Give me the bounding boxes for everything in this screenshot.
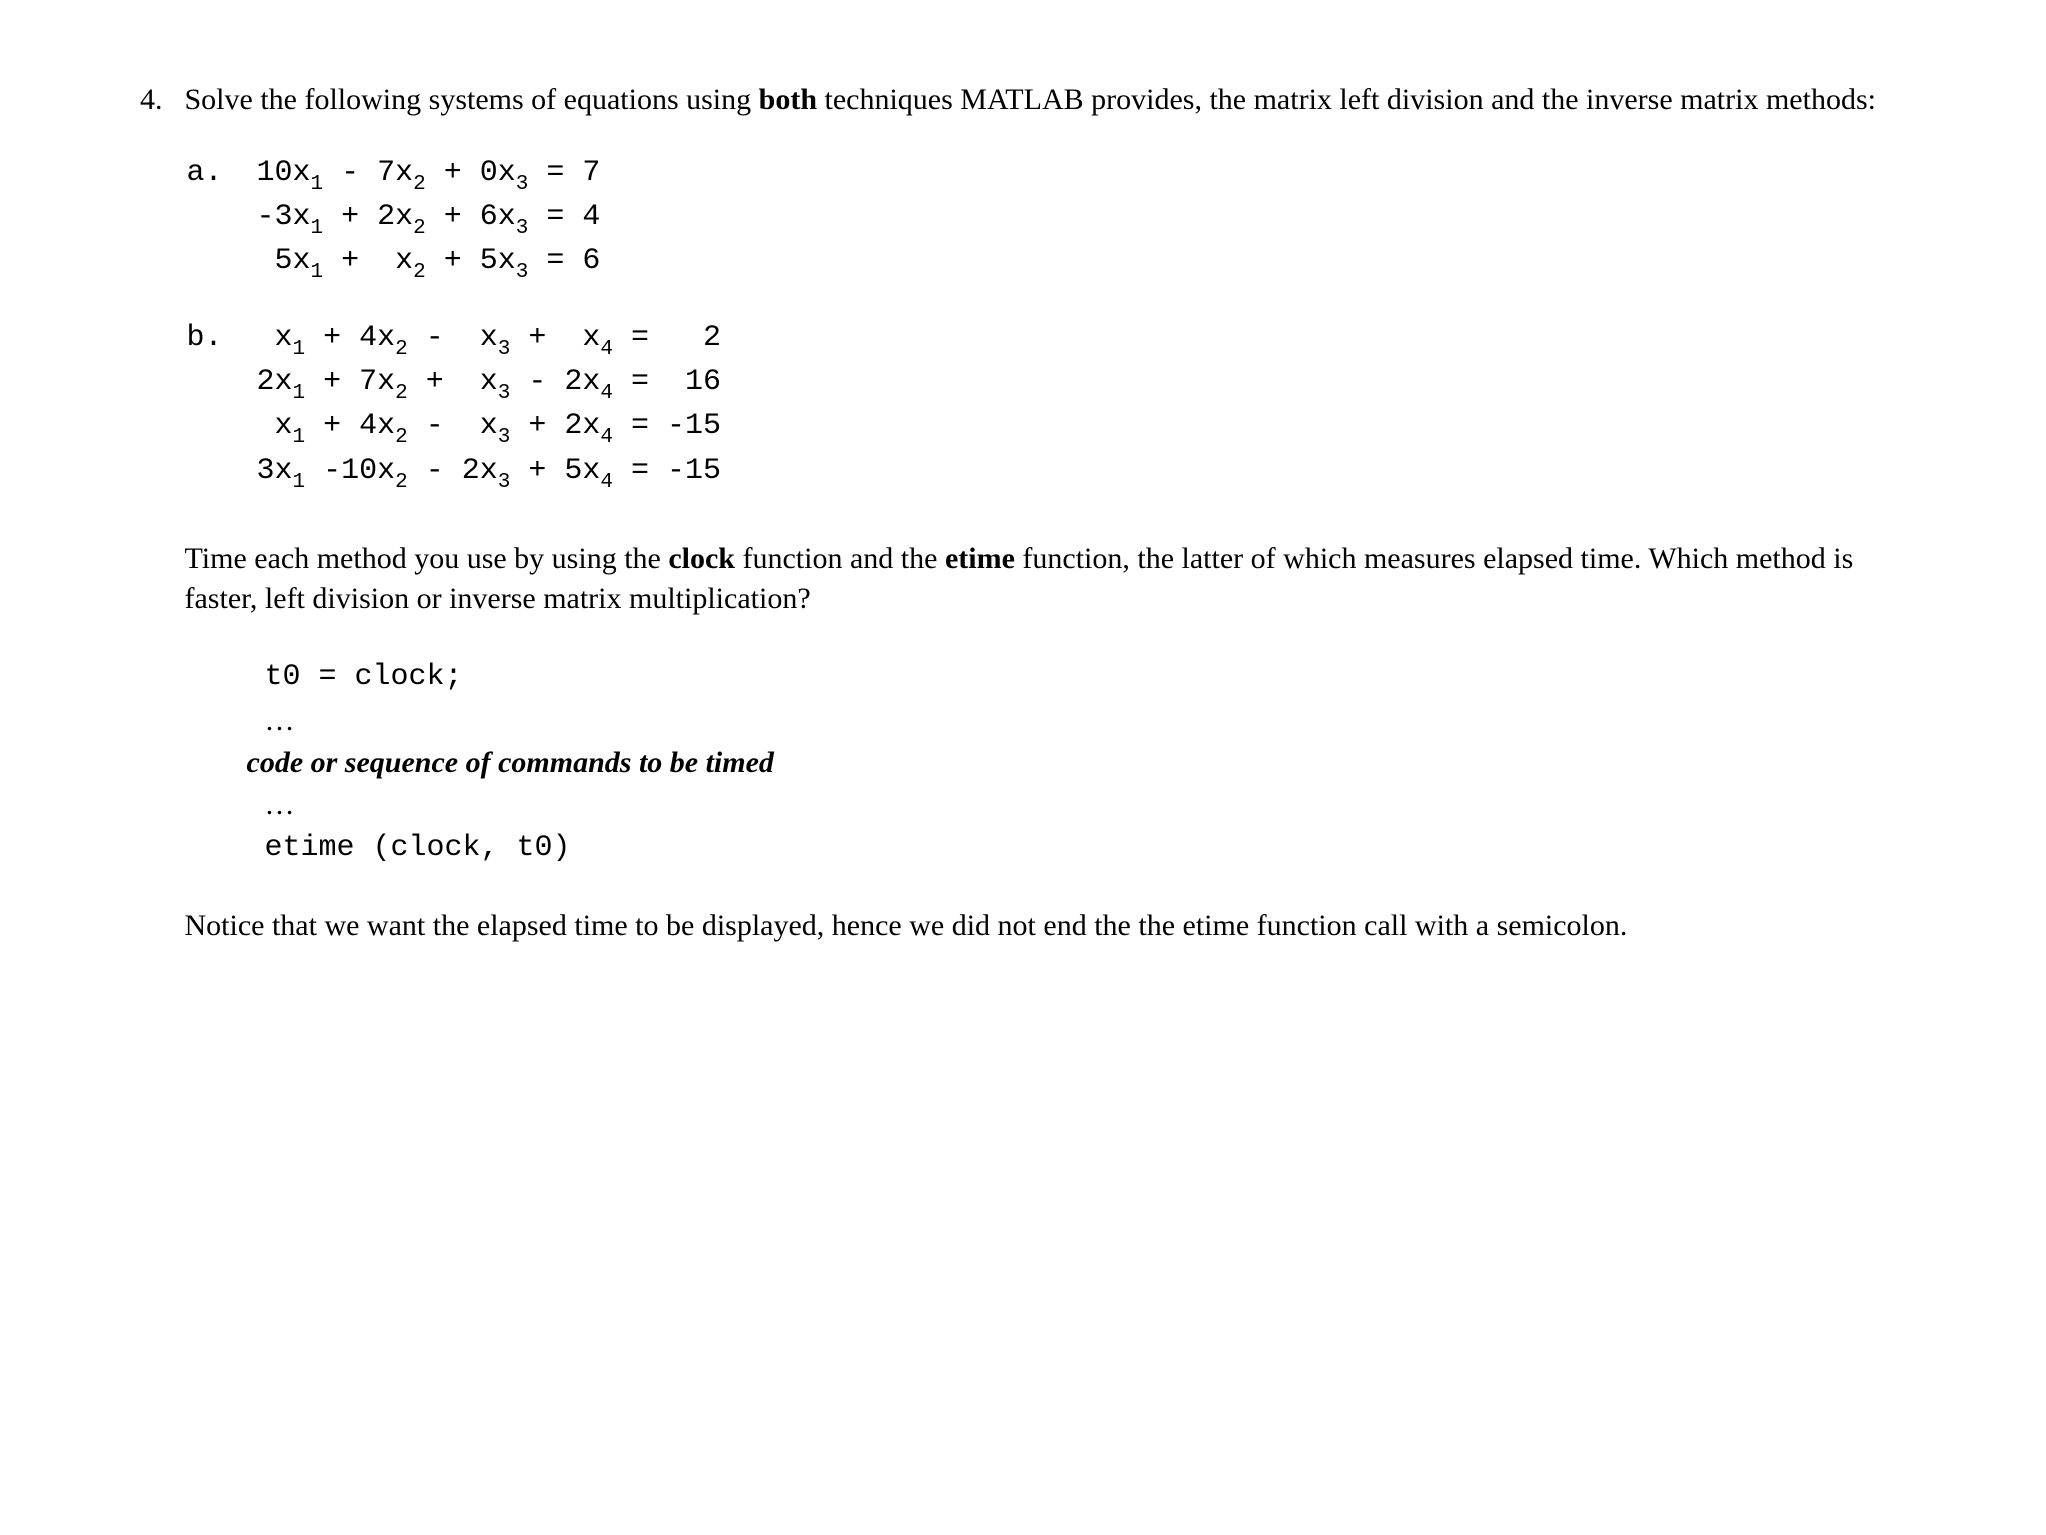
system-b-row-4: 3x1 -10x2 - 2x3 + 5x4 = -15 xyxy=(187,451,1907,495)
intro-text-pre: Solve the following systems of equations… xyxy=(185,83,759,116)
code-line-1: t0 = clock; xyxy=(265,656,1907,700)
part-label-b: b. xyxy=(187,318,257,359)
problem-container: 4. Solve the following systems of equati… xyxy=(140,80,1906,947)
equation-b1: x1 + 4x2 - x3 + x4 = 2 xyxy=(257,318,722,362)
timing-bold-clock: clock xyxy=(668,542,735,575)
part-label-a: a. xyxy=(187,153,257,194)
equation-b4: 3x1 -10x2 - 2x3 + 5x4 = -15 xyxy=(257,451,722,495)
timing-pre: Time each method you use by using the xyxy=(185,542,669,575)
intro-text-post: techniques MATLAB provides, the matrix l… xyxy=(817,83,1876,116)
system-a-row-1: a. 10x1 - 7x2 + 0x3 = 7 xyxy=(187,153,1907,197)
problem-content: Solve the following systems of equations… xyxy=(185,80,1907,947)
problem-number: 4. xyxy=(140,80,163,947)
equation-a3: 5x1 + x2 + 5x3 = 6 xyxy=(257,241,601,285)
equation-b3: x1 + 4x2 - x3 + 2x4 = -15 xyxy=(257,406,722,450)
code-dots-2: … xyxy=(265,783,1907,827)
code-dots-1: … xyxy=(265,699,1907,743)
intro-bold-both: both xyxy=(759,83,817,116)
system-b-row-2: 2x1 + 7x2 + x3 - 2x4 = 16 xyxy=(187,362,1907,406)
timing-mid1: function and the xyxy=(735,542,945,575)
equation-a1: 10x1 - 7x2 + 0x3 = 7 xyxy=(257,153,601,197)
intro-paragraph: Solve the following systems of equations… xyxy=(185,80,1907,121)
system-b: b. x1 + 4x2 - x3 + x4 = 2 2x1 + 7x2 + x3… xyxy=(187,318,1907,495)
equation-a2: -3x1 + 2x2 + 6x3 = 4 xyxy=(257,197,601,241)
timing-bold-etime: etime xyxy=(945,542,1015,575)
system-b-row-1: b. x1 + 4x2 - x3 + x4 = 2 xyxy=(187,318,1907,362)
final-paragraph: Notice that we want the elapsed time to … xyxy=(185,906,1907,947)
system-a-row-2: -3x1 + 2x2 + 6x3 = 4 xyxy=(187,197,1907,241)
system-a-row-3: 5x1 + x2 + 5x3 = 6 xyxy=(187,241,1907,285)
code-line-2: etime (clock, t0) xyxy=(265,827,1907,871)
timing-paragraph: Time each method you use by using the cl… xyxy=(185,539,1907,620)
system-b-row-3: x1 + 4x2 - x3 + 2x4 = -15 xyxy=(187,406,1907,450)
system-a: a. 10x1 - 7x2 + 0x3 = 7 -3x1 + 2x2 + 6x3… xyxy=(187,153,1907,286)
code-comment: code or sequence of commands to be timed xyxy=(247,743,1907,784)
equation-b2: 2x1 + 7x2 + x3 - 2x4 = 16 xyxy=(257,362,722,406)
code-block: t0 = clock; … code or sequence of comman… xyxy=(265,656,1907,871)
